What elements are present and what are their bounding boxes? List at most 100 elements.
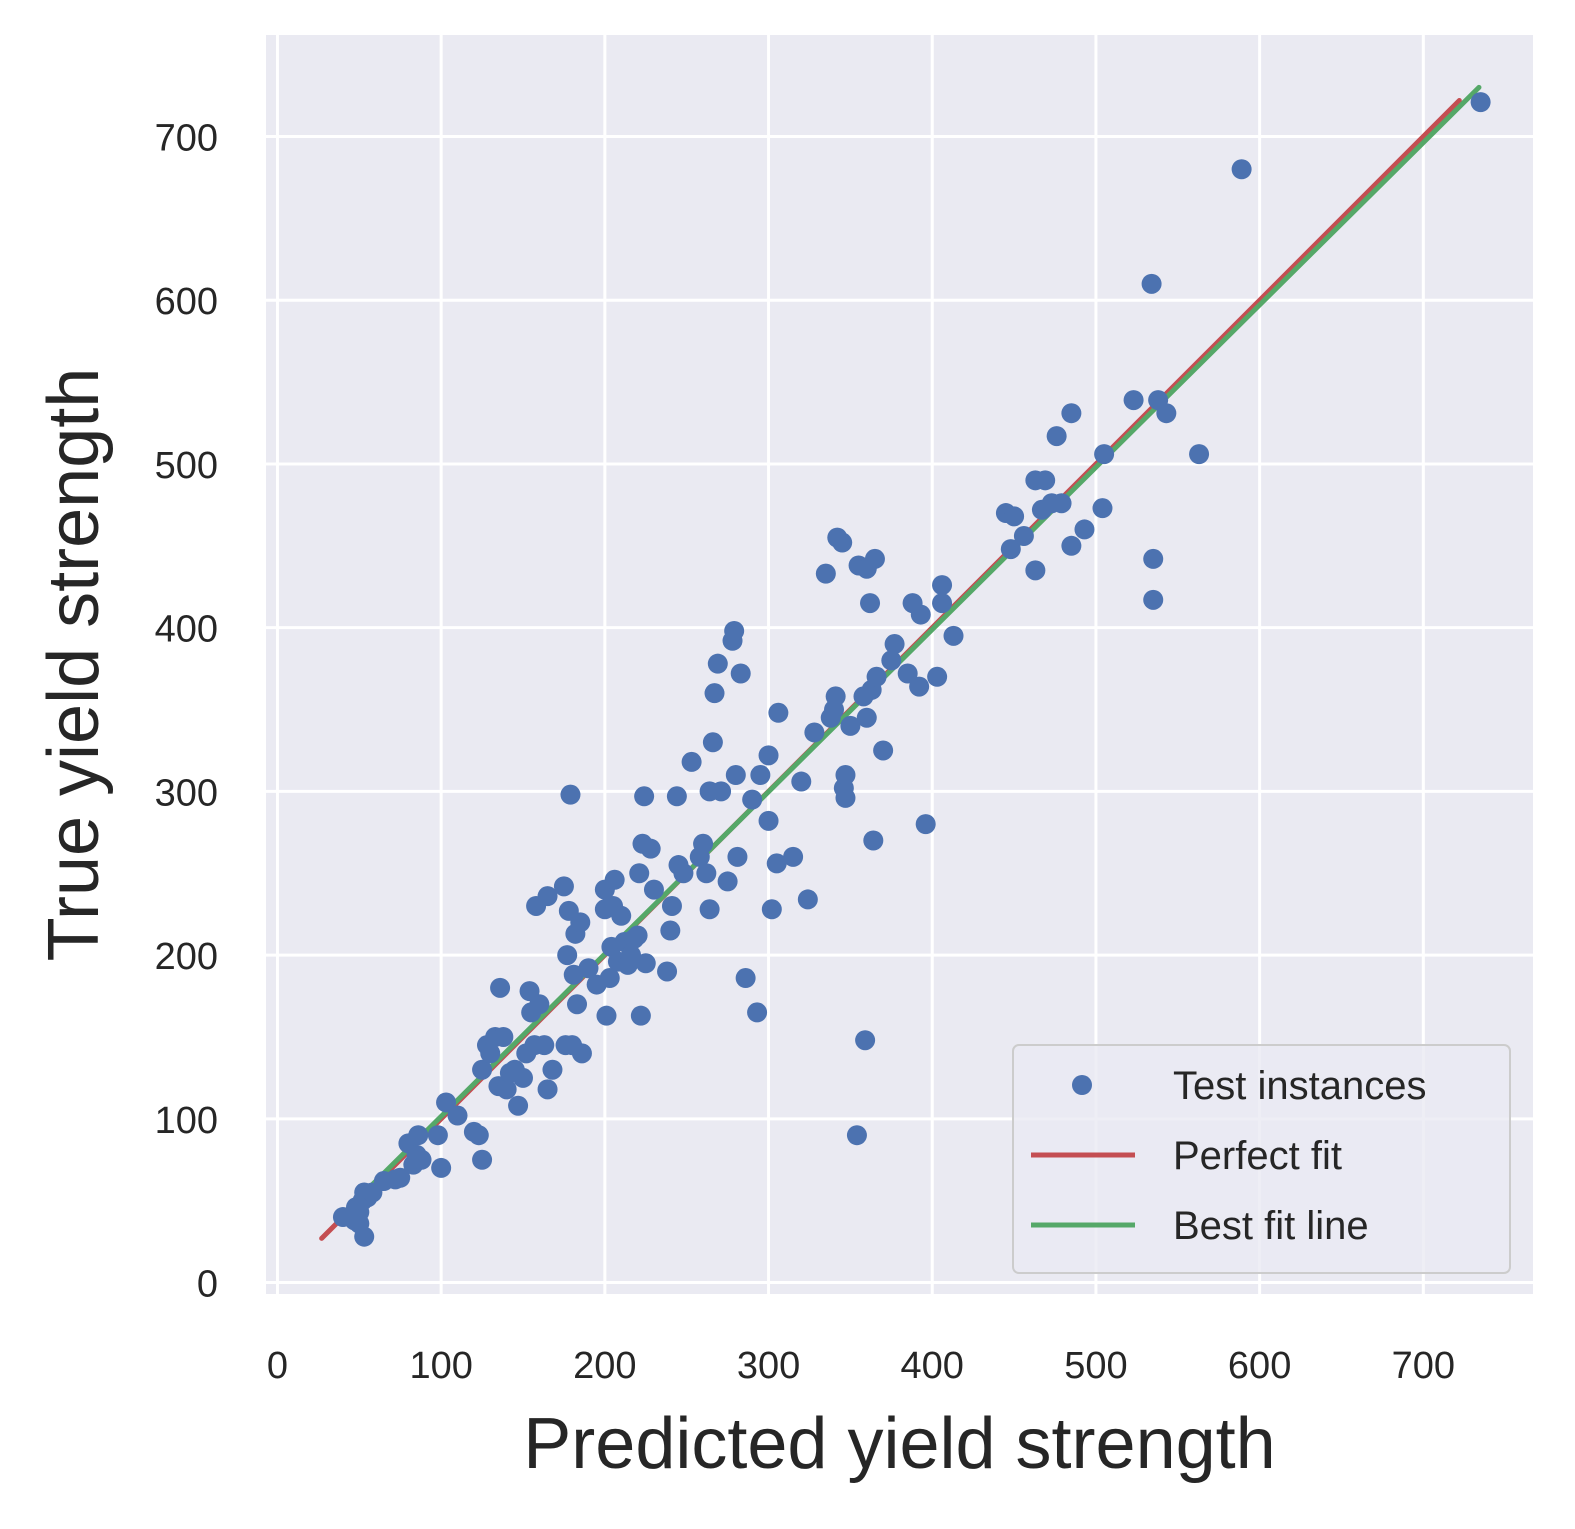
data-point (635, 953, 656, 974)
data-point (932, 593, 953, 614)
data-point (537, 1079, 558, 1100)
data-point (571, 1043, 592, 1064)
data-point (661, 895, 682, 916)
data-point (660, 920, 681, 941)
data-point (884, 634, 905, 655)
data-point (599, 968, 620, 989)
y-tick-label: 300 (155, 772, 218, 814)
data-point (570, 912, 591, 933)
data-point (704, 683, 725, 704)
data-point (496, 1079, 517, 1100)
data-point (943, 625, 964, 646)
x-axis-label: Predicted yield strength (523, 1404, 1275, 1484)
y-axis-label: True yield strength (34, 368, 114, 962)
data-point (411, 1149, 432, 1170)
data-point (408, 1125, 429, 1146)
data-point (681, 751, 702, 772)
data-point (860, 593, 881, 614)
data-point (766, 853, 787, 874)
data-point (560, 784, 581, 805)
data-point (702, 732, 723, 753)
data-point (673, 863, 694, 884)
data-point (427, 1125, 448, 1146)
data-point (835, 787, 856, 808)
y-tick-label: 100 (155, 1100, 218, 1142)
x-tick-label: 500 (1064, 1345, 1127, 1387)
data-point (534, 1035, 555, 1056)
data-point (621, 945, 642, 966)
data-point (1141, 273, 1162, 294)
data-point (629, 863, 650, 884)
data-point (724, 620, 745, 641)
legend-label-best-fit-line: Best fit line (1173, 1204, 1369, 1248)
data-point (1092, 498, 1113, 519)
data-point (735, 968, 756, 989)
data-point (725, 765, 746, 786)
data-point (758, 745, 779, 766)
data-point (567, 994, 588, 1015)
x-tick-label: 700 (1392, 1345, 1455, 1387)
data-point (480, 1043, 501, 1064)
data-point (783, 846, 804, 867)
data-point (1143, 589, 1164, 610)
data-point (696, 863, 717, 884)
data-point (840, 715, 861, 736)
data-point (493, 1026, 514, 1047)
y-tick-label: 200 (155, 936, 218, 978)
data-point (354, 1226, 375, 1247)
data-point (1046, 426, 1067, 447)
data-point (436, 1092, 457, 1113)
data-point (1094, 444, 1115, 465)
data-point (881, 650, 902, 671)
data-point (513, 1067, 534, 1088)
data-point (1025, 560, 1046, 581)
data-point (578, 958, 599, 979)
data-point (604, 869, 625, 890)
data-point (508, 1095, 529, 1116)
data-point (447, 1105, 468, 1126)
y-tick-label: 600 (155, 281, 218, 323)
y-tick-label: 700 (155, 118, 218, 160)
y-tick-label: 400 (155, 609, 218, 651)
data-point (472, 1149, 493, 1170)
data-point (1013, 525, 1034, 546)
data-point (1074, 519, 1095, 540)
data-point (835, 765, 856, 786)
legend-label-perfect-fit: Perfect fit (1173, 1134, 1342, 1178)
data-point (758, 810, 779, 831)
data-point (1000, 539, 1021, 560)
data-point (909, 676, 930, 697)
data-point (627, 925, 648, 946)
data-point (761, 899, 782, 920)
data-point (910, 604, 931, 625)
data-point (932, 575, 953, 596)
x-tick-label: 600 (1228, 1345, 1291, 1387)
y-tick-label: 500 (155, 445, 218, 487)
series-line-best-fit-line (340, 84, 1482, 1217)
data-point (693, 833, 714, 854)
data-point (634, 786, 655, 807)
data-point (468, 1125, 489, 1146)
scatter-points (332, 92, 1491, 1247)
x-tick-label: 0 (267, 1345, 288, 1387)
data-point (727, 846, 748, 867)
data-point (529, 994, 550, 1015)
data-point (1189, 444, 1210, 465)
data-point (1231, 159, 1252, 180)
data-point (927, 666, 948, 687)
data-point (472, 1059, 493, 1080)
data-point (666, 786, 687, 807)
data-point (866, 666, 887, 687)
data-point (873, 740, 894, 761)
data-point (707, 653, 728, 674)
x-tick-label: 300 (737, 1345, 800, 1387)
data-point (856, 707, 877, 728)
data-point (1156, 403, 1177, 424)
data-point (915, 814, 936, 835)
data-point (537, 886, 558, 907)
legend-label-test-instances: Test instances (1173, 1064, 1426, 1108)
data-point (750, 765, 771, 786)
data-point (717, 871, 738, 892)
data-point (832, 532, 853, 553)
